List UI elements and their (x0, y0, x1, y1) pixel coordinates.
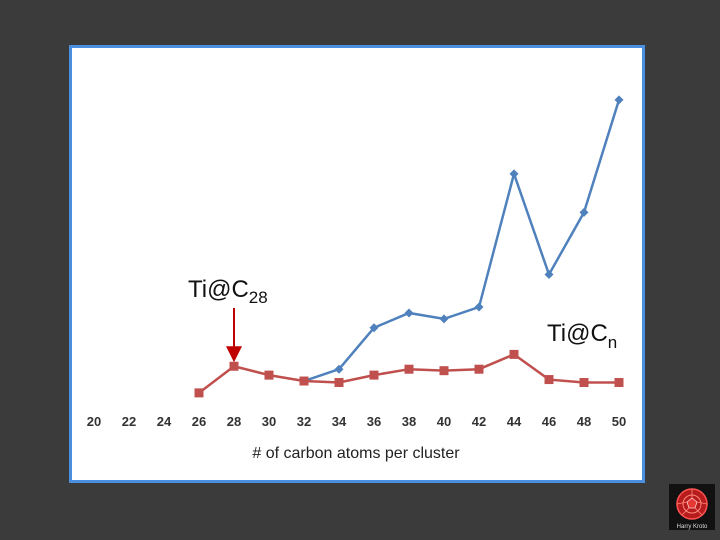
annotation-ti-cn-main: Ti@C (547, 320, 608, 347)
series-2-point (264, 370, 274, 380)
chart-frame (69, 45, 645, 483)
x-tick-label: 50 (612, 414, 626, 429)
x-tick-label: 46 (542, 414, 556, 429)
buckyball-icon (676, 488, 708, 520)
x-tick-label: 38 (402, 414, 416, 429)
x-tick-label: 20 (87, 414, 101, 429)
series-2-point (439, 366, 449, 376)
annotation-ti-c28: Ti@C28 (188, 276, 268, 307)
series-2-point (474, 364, 484, 374)
buckyball-logo (669, 484, 715, 530)
series-2-point (579, 378, 589, 388)
series-1-point (439, 314, 449, 324)
series-2-point (544, 375, 554, 385)
x-tick-label: 28 (227, 414, 241, 429)
series-2-point (614, 378, 624, 388)
series-1-point (369, 323, 379, 333)
series-1-point (509, 169, 519, 179)
series-2-point (509, 349, 519, 359)
x-tick-label: 40 (437, 414, 451, 429)
x-tick-label: 30 (262, 414, 276, 429)
x-tick-label: 32 (297, 414, 311, 429)
x-tick-label: 48 (577, 414, 591, 429)
x-tick-label: 26 (192, 414, 206, 429)
series-2-point (404, 364, 414, 374)
series-2-point (299, 376, 309, 386)
logo-caption: Harry Kroto (676, 524, 708, 530)
annotation-ti-c28-sub: 28 (249, 288, 268, 307)
series-2-point (334, 378, 344, 388)
series-2-point (229, 361, 239, 371)
series-2-point (194, 388, 204, 398)
x-tick-label: 22 (122, 414, 136, 429)
x-tick-label: 34 (332, 414, 347, 429)
series-line-1 (303, 99, 621, 383)
series-1-point (544, 269, 554, 279)
series-1-point (404, 308, 414, 318)
x-tick-label: 24 (157, 414, 172, 429)
series-1-point (474, 302, 484, 312)
annotation-ti-cn-sub: n (608, 333, 617, 352)
series-1-point (579, 207, 589, 217)
series-2-point (369, 370, 379, 380)
x-tick-label: 36 (367, 414, 381, 429)
series-1-point (614, 95, 624, 105)
series-1-point (334, 364, 344, 374)
annotation-ti-cn: Ti@Cn (547, 320, 617, 352)
annotation-ti-c28-main: Ti@C (188, 276, 249, 303)
x-axis-title: # of carbon atoms per cluster (252, 445, 460, 462)
x-tick-label: 42 (472, 414, 486, 429)
x-tick-label: 44 (507, 414, 522, 429)
